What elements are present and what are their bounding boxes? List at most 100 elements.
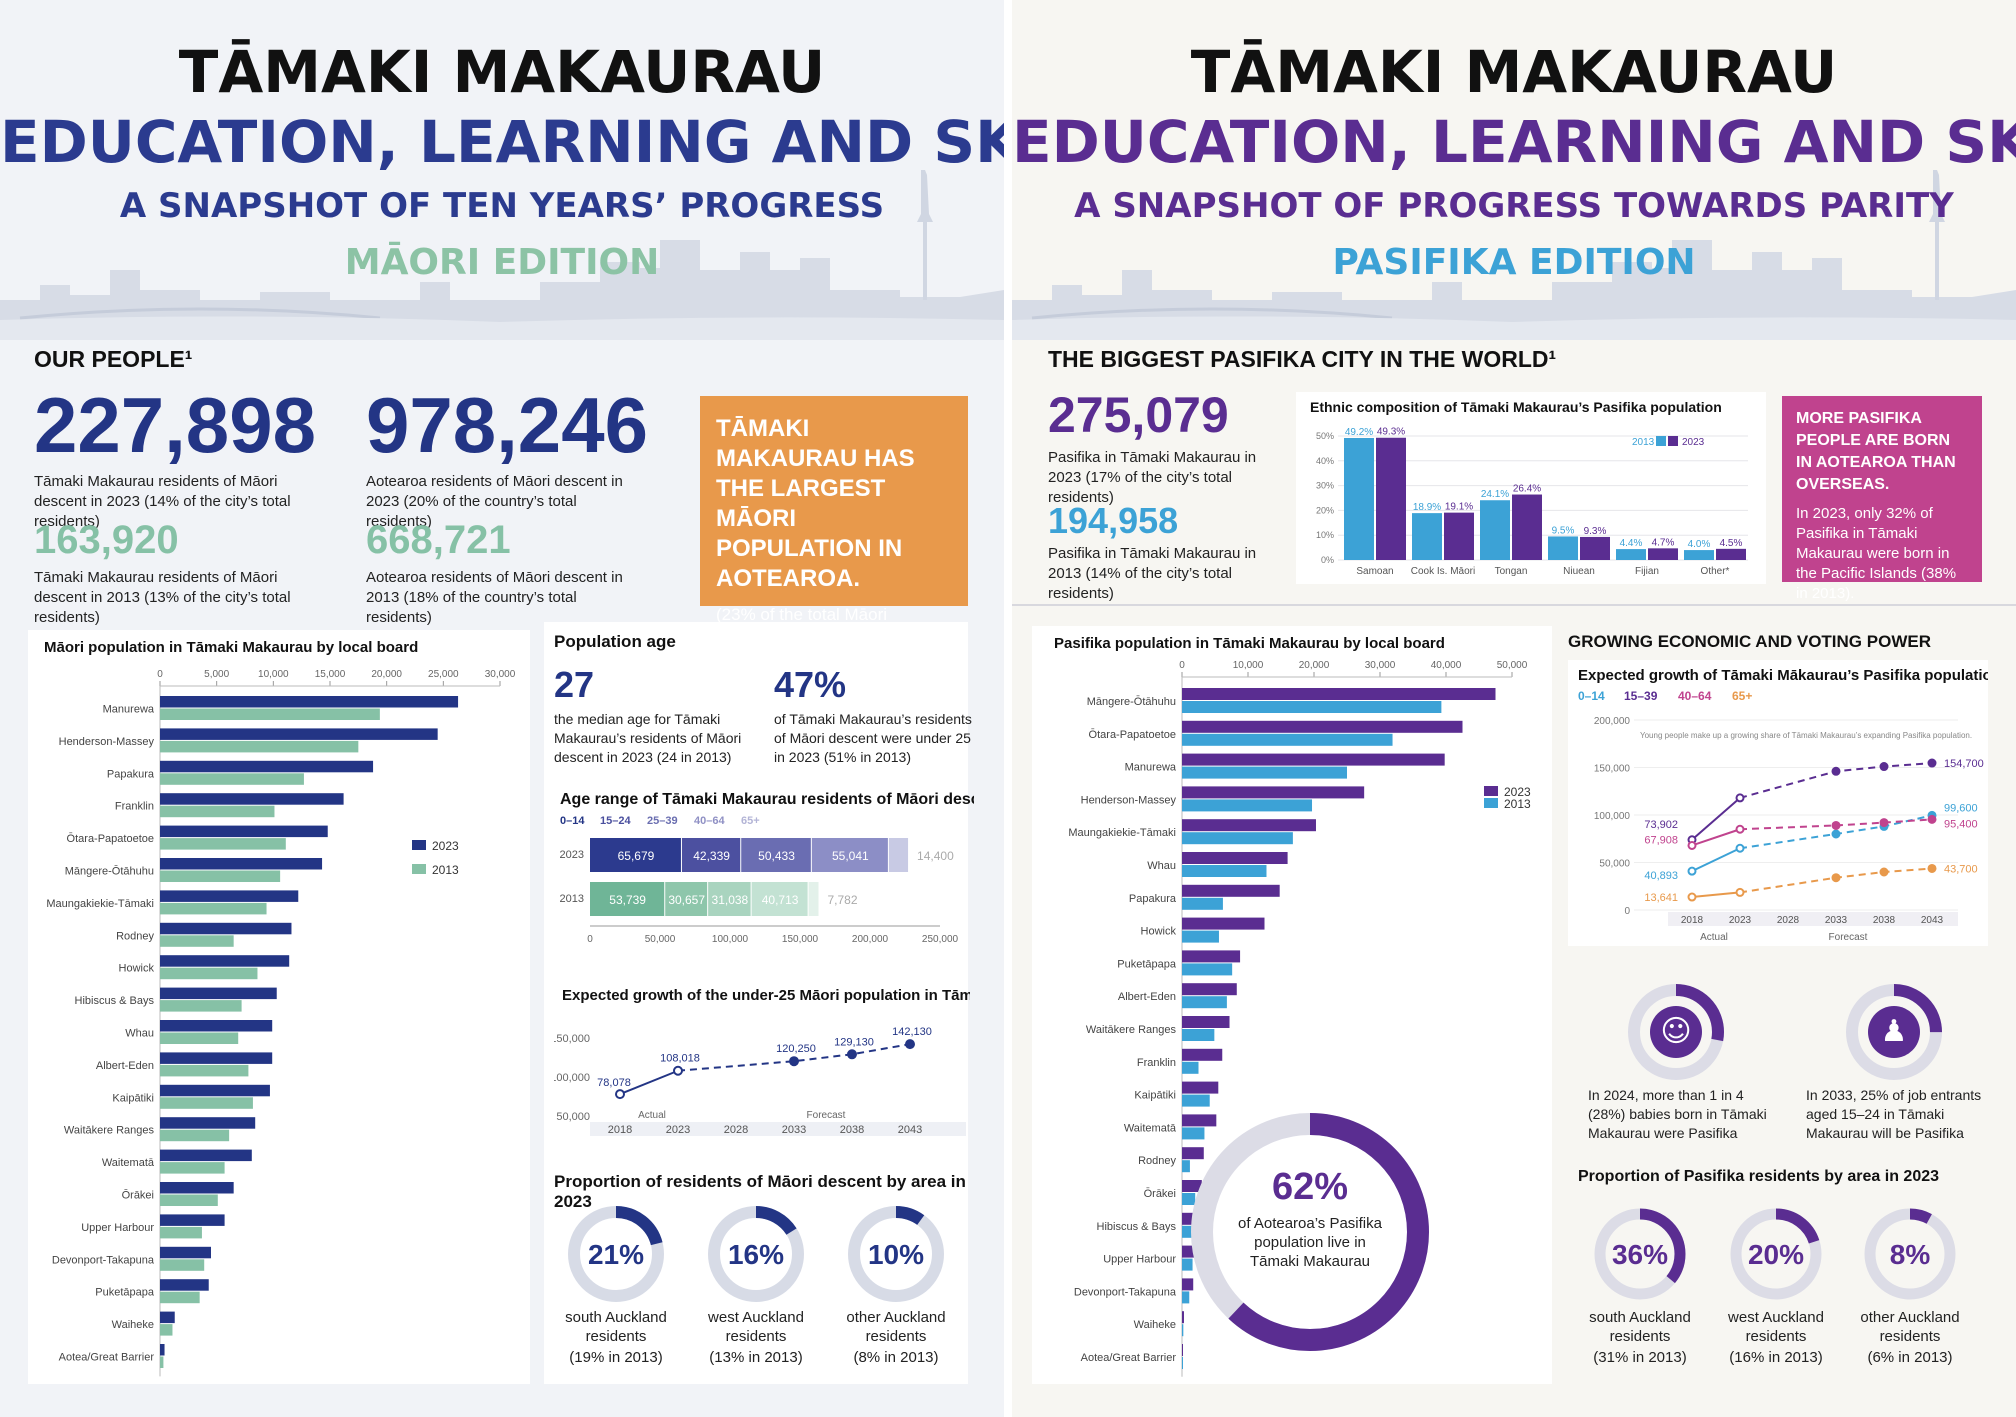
donut-ring: 10% <box>848 1206 944 1302</box>
chart-title: Age range of Tāmaki Makaurau residents o… <box>560 791 974 808</box>
bar-2013 <box>1182 1193 1196 1205</box>
title-main: EDUCATION, LEARNING AND SKILLS <box>1012 108 2016 176</box>
bar-2023 <box>160 1149 252 1162</box>
category-label: Hibiscus & Bays <box>1097 1221 1177 1233</box>
x-tick-label: 2033 <box>1825 915 1848 926</box>
bar-label: 19.1% <box>1445 502 1473 513</box>
donut-caption-2013: (19% in 2013) <box>569 1349 663 1366</box>
category-label: Kaipātiki <box>112 1092 154 1104</box>
bar-2023 <box>1182 1180 1202 1192</box>
segment-label: 31,038 <box>712 893 749 907</box>
age-segment <box>665 882 708 916</box>
stat-2023-country-value: 978,246 <box>366 381 648 469</box>
data-point <box>1927 863 1937 873</box>
ethnic-composition-bar-chart: Ethnic composition of Tāmaki Makaurau’s … <box>1310 399 1748 577</box>
bar-2023 <box>1648 548 1678 560</box>
donut-ring: 8% <box>1864 1208 1956 1300</box>
donut-percentage: 8% <box>1890 1239 1931 1270</box>
x-tick-label: 20,000 <box>371 669 402 680</box>
x-tick-label: 2018 <box>1681 915 1704 926</box>
category-label: Fijian <box>1635 566 1659 577</box>
bar-2023 <box>160 1246 211 1259</box>
start-label: 13,641 <box>1644 892 1678 904</box>
callout-body: In 2023, only 32% of Pasifika in Tāmaki … <box>1796 505 1957 602</box>
donut-value-arc <box>1594 1208 1686 1300</box>
segment-label: 42,339 <box>693 849 730 863</box>
x-tick-label: 2023 <box>666 1124 690 1136</box>
stat-2013-country-caption: Aotearoa residents of Māori descent in 2… <box>366 569 623 626</box>
category-label: Whau <box>125 1028 154 1040</box>
category-label: Manurewa <box>103 704 155 716</box>
y-tick-label: 20% <box>1316 505 1334 515</box>
stat-2023-country-caption: Aotearoa residents of Māori descent in 2… <box>366 473 623 530</box>
bar-2013 <box>160 935 234 947</box>
category-label: Devonport-Takapuna <box>1074 1286 1177 1298</box>
category-label: Aotea/Great Barrier <box>59 1352 155 1364</box>
category-label: Waitematā <box>102 1157 155 1169</box>
x-tick-label: 150,000 <box>782 934 819 945</box>
category-label: Rodney <box>1138 1155 1176 1167</box>
bar-2023 <box>1376 437 1406 560</box>
maori-edition-panel: TĀMAKI MAKAURAU EDUCATION, LEARNING AND … <box>0 0 1004 1417</box>
point-label: 129,130 <box>834 1036 874 1048</box>
bar-2023 <box>160 955 290 967</box>
age-group-legend: 15–24 <box>600 815 631 827</box>
category-label: Upper Harbour <box>81 1222 154 1234</box>
end-label: 154,700 <box>1944 758 1984 770</box>
y-tick-label: 40% <box>1316 456 1334 466</box>
legend-label: 2013 <box>1632 437 1655 448</box>
category-label: Puketāpapa <box>95 1287 155 1299</box>
category-label: Upper Harbour <box>1103 1254 1176 1266</box>
donut-ring: 21% <box>568 1206 664 1302</box>
category-label: Waitematā <box>1124 1122 1177 1134</box>
area-donut: 20% <box>1725 1203 1827 1305</box>
category-label: Franklin <box>1137 1057 1176 1069</box>
median-age-caption: the median age for Tāmaki Makaurau’s res… <box>554 711 742 765</box>
bar-2023 <box>1182 1048 1223 1061</box>
stat-2013-city-value: 163,920 <box>34 518 179 562</box>
bar-2013 <box>160 1064 249 1077</box>
bar-2023 <box>1182 983 1237 996</box>
donut-value-arc <box>1730 1208 1822 1300</box>
y-tick-label: 50,000 <box>1599 859 1630 870</box>
point-label: 142,130 <box>892 1026 932 1038</box>
category-label: Maungakiekie-Tāmaki <box>1068 827 1176 839</box>
category-label: Waitākere Ranges <box>64 1125 155 1137</box>
bar-2013 <box>1182 963 1233 976</box>
bar-2013 <box>1182 930 1219 943</box>
chart-title: Pasifika population in Tāmaki Makaurau b… <box>1054 635 1445 652</box>
donut-ring <box>1628 984 1724 1080</box>
category-label: Waitākere Ranges <box>1086 1024 1177 1036</box>
stat-2013-city-caption: Tāmaki Makaurau residents of Māori desce… <box>34 569 291 626</box>
donut-caption: other Auckland residents <box>846 1309 946 1345</box>
age-segment <box>590 882 665 916</box>
segment-label: 30,657 <box>668 893 705 907</box>
age-group-legend: 25–39 <box>647 815 678 827</box>
bar-2023 <box>1182 1114 1217 1127</box>
bar-2013 <box>1182 1291 1190 1304</box>
category-label: Franklin <box>115 801 154 813</box>
legend-label: 2023 <box>432 839 459 853</box>
legend-group: 40–64 <box>1678 689 1712 703</box>
bar-2013 <box>160 1032 239 1044</box>
x-tick-label: 10,000 <box>1233 660 1264 671</box>
donut-percentage: 20% <box>1748 1239 1804 1270</box>
forecast-line <box>677 1043 911 1072</box>
axis-band <box>1668 912 1958 926</box>
donut-value-arc <box>1628 984 1724 1080</box>
data-point <box>673 1065 683 1076</box>
point-label: 120,250 <box>776 1043 816 1055</box>
category-label: Ōrākei <box>1144 1188 1176 1200</box>
y-tick-label: 0% <box>1321 555 1334 565</box>
bar-2013 <box>160 967 258 980</box>
bar-2023 <box>1182 688 1496 700</box>
big-donut <box>1180 1102 1440 1362</box>
y-tick-label: 50% <box>1316 431 1334 441</box>
category-label: Kaipātiki <box>1134 1090 1176 1102</box>
bar-2013 <box>160 1291 200 1304</box>
section-title: THE BIGGEST PASIFIKA CITY IN THE WORLD¹ <box>1048 346 1557 372</box>
x-tick-label: 5,000 <box>204 669 229 680</box>
age-segment <box>811 838 888 872</box>
bar-label: 49.3% <box>1377 427 1405 438</box>
bar-2023 <box>160 1344 165 1356</box>
